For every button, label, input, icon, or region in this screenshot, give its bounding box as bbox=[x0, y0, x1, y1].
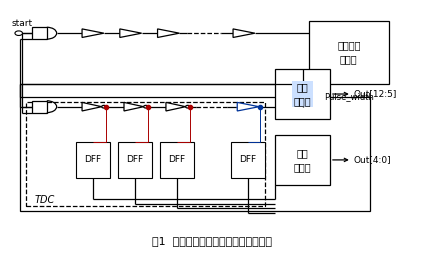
Text: DFF: DFF bbox=[85, 155, 102, 164]
Polygon shape bbox=[124, 102, 144, 111]
Text: start: start bbox=[12, 19, 33, 27]
Polygon shape bbox=[237, 102, 259, 111]
Text: DFF: DFF bbox=[240, 155, 257, 164]
Text: TDC: TDC bbox=[34, 196, 54, 205]
Bar bbox=[20, 97, 370, 211]
Bar bbox=[32, 27, 47, 39]
Polygon shape bbox=[233, 29, 255, 38]
Circle shape bbox=[186, 105, 190, 108]
Text: DFF: DFF bbox=[168, 155, 185, 164]
Circle shape bbox=[144, 105, 148, 108]
Text: Out[4:0]: Out[4:0] bbox=[354, 155, 391, 164]
Bar bbox=[275, 69, 330, 119]
Polygon shape bbox=[82, 29, 104, 38]
Polygon shape bbox=[82, 102, 102, 111]
Circle shape bbox=[102, 105, 106, 108]
Text: DFF: DFF bbox=[126, 155, 144, 164]
Polygon shape bbox=[120, 29, 142, 38]
Polygon shape bbox=[166, 102, 186, 111]
Circle shape bbox=[15, 31, 23, 35]
Bar bbox=[118, 142, 152, 178]
Text: Out[12:5]: Out[12:5] bbox=[354, 90, 397, 98]
Bar bbox=[309, 20, 389, 84]
Bar bbox=[160, 142, 194, 178]
Text: Pulse_width: Pulse_width bbox=[324, 92, 374, 101]
Bar bbox=[32, 101, 47, 113]
Bar bbox=[26, 102, 265, 206]
Text: 精确
编码器: 精确 编码器 bbox=[294, 148, 312, 172]
Polygon shape bbox=[158, 29, 179, 38]
Bar bbox=[76, 142, 110, 178]
Text: 脉冲宽度
产生器: 脉冲宽度 产生器 bbox=[337, 40, 360, 64]
Bar bbox=[275, 135, 330, 185]
Bar bbox=[231, 142, 265, 178]
Text: 图1  基于单环的时域温度传感器原理图: 图1 基于单环的时域温度传感器原理图 bbox=[153, 236, 272, 246]
Text: 粗略
计数器: 粗略 计数器 bbox=[294, 82, 312, 106]
